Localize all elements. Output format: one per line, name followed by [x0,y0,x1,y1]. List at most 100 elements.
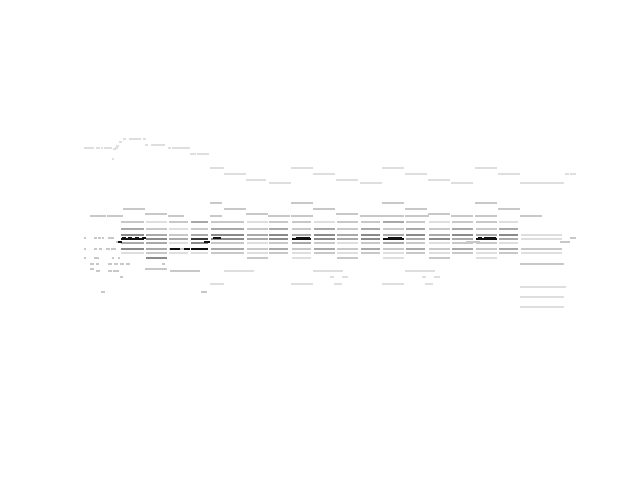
table-cell-fragment [121,221,144,223]
footer-fragment [224,270,254,272]
table-cell-fragment [211,248,244,250]
table-cell-fragment [314,238,335,240]
emphasis-fragment [128,237,132,239]
header-cell-fragment [268,215,290,217]
emphasis-fragment [122,237,126,239]
table-cell-fragment [337,257,358,259]
table-cell-fragment [521,252,562,254]
table-cell-fragment [429,242,450,244]
table-cell-fragment [406,248,425,250]
table-cell-fragment [121,252,144,254]
table-cell-fragment [269,252,288,254]
table-cell-fragment [169,242,188,244]
table-cell-fragment [452,238,473,240]
emphasis-fragment [484,237,496,239]
table-cell-fragment [499,221,518,223]
table-cell-fragment [314,248,335,250]
table-cell-fragment [476,257,497,259]
side-fragment [536,248,548,250]
table-cell-fragment [429,257,450,259]
margin-glyph-fragment [113,270,119,272]
table-cell-fragment [499,238,518,240]
table-cell-fragment [337,242,358,244]
footer-fragment [334,283,342,285]
column-title-fragment [382,167,404,169]
side-fragment [520,263,564,265]
header-fragment [96,147,100,149]
margin-glyph-fragment [94,257,99,259]
emphasis-fragment [213,237,221,239]
header-cell-fragment [107,215,123,217]
table-cell-fragment [383,248,404,250]
column-title-fragment [451,182,473,184]
header-cell-fragment [475,202,497,204]
emphasis-fragment [118,241,122,243]
side-fragment [470,241,480,243]
table-cell-fragment [292,252,311,254]
column-title-fragment [565,173,569,175]
margin-glyph-fragment [108,270,112,272]
margin-glyph-fragment [170,270,200,272]
table-cell-fragment [121,238,144,240]
header-cell-fragment [210,202,222,204]
margin-glyph-fragment [118,257,120,259]
emphasis-fragment [388,237,402,239]
table-cell-fragment [406,242,425,244]
header-fragment [116,145,119,147]
margin-glyph-fragment [108,263,112,265]
header-fragment [104,147,112,149]
table-cell-fragment [429,238,450,240]
header-fragment [168,147,171,149]
emphasis-fragment [478,237,482,239]
table-cell-fragment [337,228,358,230]
table-cell-fragment [191,221,208,223]
emphasis-fragment [135,237,139,239]
table-cell-fragment [121,242,144,244]
margin-glyph-fragment [111,248,116,250]
table-cell-fragment [476,248,497,250]
table-cell-fragment [146,234,167,236]
table-cell-fragment [406,252,425,254]
header-cell-fragment [291,215,313,217]
table-cell-fragment [146,238,167,240]
table-cell-fragment [499,248,518,250]
header-cell-fragment [451,215,473,217]
table-cell-fragment [429,221,450,223]
margin-glyph-fragment [162,263,165,265]
table-cell-fragment [314,228,335,230]
table-cell-fragment [314,252,335,254]
table-cell-fragment [361,238,380,240]
table-cell-fragment [191,234,208,236]
column-title-fragment [224,173,246,175]
header-fragment [101,147,103,149]
table-cell-fragment [169,221,188,223]
column-title-fragment [269,182,291,184]
table-cell-fragment [292,234,311,236]
margin-glyph-fragment [98,237,101,239]
column-title-fragment [475,167,497,169]
table-cell-fragment [452,228,473,230]
header-fragment [112,158,114,160]
header-fragment [190,153,196,155]
table-cell-fragment [292,238,311,240]
column-title-fragment [336,179,358,181]
footer-fragment [434,276,440,278]
header-cell-fragment [336,213,358,215]
table-cell-fragment [337,238,358,240]
margin-glyph-fragment [94,248,97,250]
table-cell-fragment [383,252,404,254]
table-cell-fragment [361,228,380,230]
header-cell-fragment [90,215,106,217]
emphasis-fragment [170,248,180,250]
table-cell-fragment [247,242,268,244]
table-cell-fragment [146,257,167,259]
footer-fragment [405,270,435,272]
header-fragment [119,141,122,143]
table-cell-fragment [211,228,244,230]
table-cell-fragment [406,228,425,230]
column-title-fragment [313,173,335,175]
header-cell-fragment [382,202,404,204]
header-cell-fragment [123,208,145,210]
table-cell-fragment [476,238,497,240]
